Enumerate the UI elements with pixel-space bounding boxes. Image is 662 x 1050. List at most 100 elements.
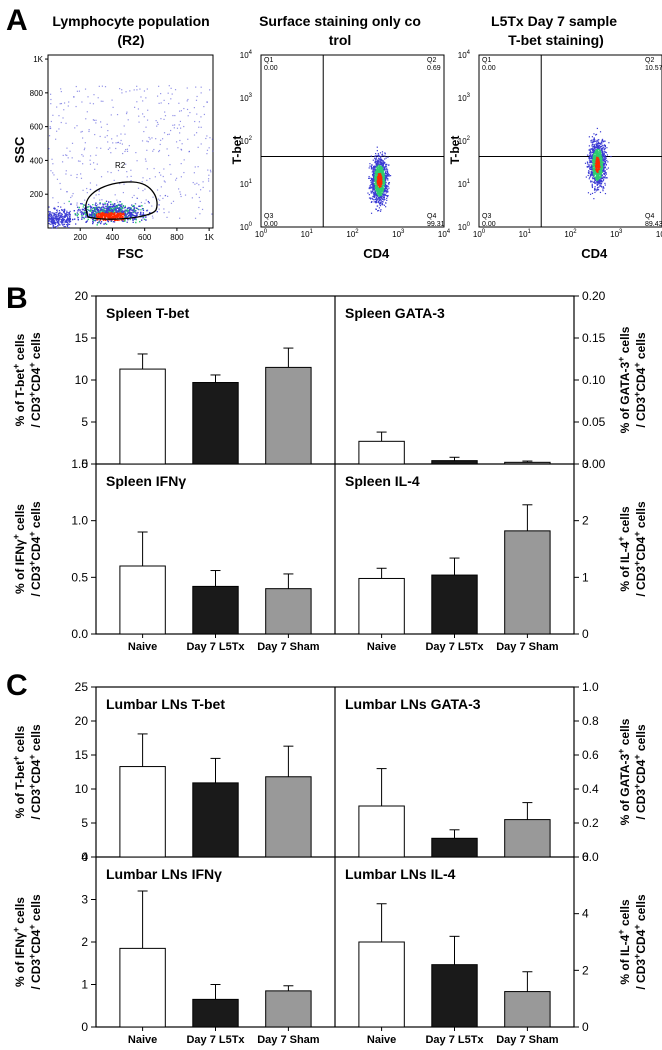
- quadrant-value: 99.31: [427, 221, 445, 228]
- event-dot: [164, 115, 167, 117]
- event-dot: [109, 147, 111, 149]
- event-dot: [124, 219, 126, 221]
- event-dot: [124, 214, 126, 216]
- event-dot: [595, 169, 597, 171]
- event-dot: [376, 174, 378, 177]
- event-dot: [112, 216, 114, 218]
- event-dot: [122, 220, 124, 223]
- event-dot: [598, 186, 600, 188]
- event-dot: [375, 194, 377, 196]
- event-dot: [372, 168, 374, 170]
- event-dot: [149, 212, 151, 214]
- event-dot: [376, 195, 378, 198]
- event-dot: [378, 161, 380, 163]
- event-dot: [131, 214, 133, 216]
- event-dot: [599, 191, 602, 194]
- event-dot: [601, 176, 603, 178]
- event-dot: [592, 145, 594, 148]
- event-dot: [76, 212, 78, 214]
- event-dot: [90, 206, 92, 208]
- event-dot: [387, 175, 389, 177]
- event-dot: [603, 152, 605, 154]
- event-dot: [119, 142, 121, 144]
- event-dot: [111, 99, 113, 101]
- event-dot: [601, 169, 603, 171]
- event-dot: [69, 213, 71, 216]
- event-dot: [385, 186, 387, 188]
- event-dot: [372, 188, 374, 191]
- event-dot: [383, 189, 385, 192]
- event-dot: [596, 144, 598, 146]
- event-dot: [110, 201, 112, 203]
- event-dot: [113, 179, 115, 181]
- event-dot: [180, 127, 182, 129]
- event-dot: [600, 172, 603, 175]
- event-dot: [126, 148, 129, 150]
- event-dot: [594, 158, 596, 160]
- label-part: cells: [29, 501, 43, 531]
- event-dot: [592, 150, 594, 152]
- event-dot: [179, 120, 182, 123]
- event-dot: [124, 150, 126, 153]
- event-dot: [143, 130, 145, 133]
- event-dot: [595, 150, 597, 153]
- event-dot: [604, 170, 606, 173]
- event-dot: [168, 85, 170, 87]
- event-dot: [79, 211, 82, 213]
- y-tick-label: 0.05: [582, 415, 606, 429]
- event-dot: [70, 202, 72, 205]
- event-dot: [120, 211, 122, 214]
- event-dot: [104, 203, 106, 206]
- event-dot: [381, 186, 384, 189]
- cd4-tbet-title: Surface staining only co trol: [259, 13, 421, 48]
- log-base: 10: [240, 51, 249, 60]
- event-dot: [148, 202, 150, 204]
- event-dot: [130, 208, 132, 210]
- event-dot: [101, 206, 103, 208]
- event-dot: [52, 219, 54, 221]
- event-dot: [597, 155, 599, 158]
- event-dot: [108, 205, 110, 208]
- event-dot: [598, 164, 600, 166]
- event-dot: [174, 89, 177, 91]
- event-dot: [379, 161, 381, 163]
- event-dot: [375, 152, 377, 155]
- event-dot: [67, 224, 69, 226]
- event-dot: [379, 198, 381, 200]
- event-dot: [208, 147, 210, 149]
- event-dot: [590, 140, 592, 142]
- event-dot: [211, 213, 213, 215]
- event-dot: [373, 174, 375, 176]
- panel-letter-c: C: [6, 669, 28, 702]
- event-dot: [381, 178, 383, 181]
- event-dot: [164, 194, 167, 197]
- event-dot: [94, 207, 96, 209]
- event-dot: [595, 154, 597, 156]
- y-log-tick: 103: [458, 93, 471, 103]
- event-dot: [72, 218, 74, 221]
- event-dot: [593, 198, 595, 200]
- event-dot: [141, 208, 144, 210]
- event-dot: [382, 174, 384, 177]
- event-dot: [591, 169, 593, 171]
- event-dot: [379, 193, 381, 195]
- event-dot: [591, 148, 593, 151]
- y-tick-label: 1.0: [71, 514, 88, 528]
- event-dot: [603, 179, 605, 181]
- event-dot: [592, 150, 594, 152]
- event-dot: [115, 206, 117, 208]
- event-dot: [607, 167, 610, 169]
- event-dot: [142, 189, 144, 192]
- event-dot: [592, 172, 594, 175]
- event-dot: [595, 159, 597, 161]
- event-dot: [114, 217, 117, 219]
- event-dot: [54, 222, 56, 224]
- event-dot: [117, 215, 119, 217]
- event-dot: [206, 149, 209, 151]
- event-dot: [602, 177, 604, 180]
- event-dot: [604, 145, 606, 147]
- event-dot: [383, 191, 385, 193]
- event-dot: [371, 182, 373, 184]
- event-dot: [602, 170, 604, 172]
- log-base: 10: [458, 223, 467, 232]
